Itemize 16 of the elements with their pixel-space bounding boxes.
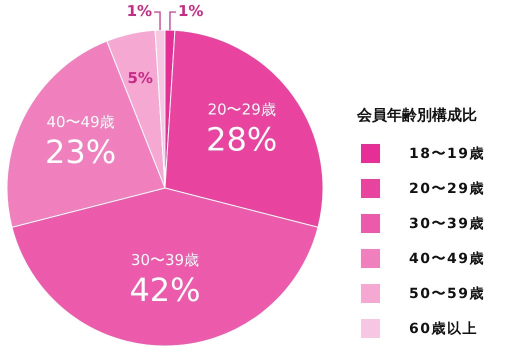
legend-label: 60歳以上 bbox=[409, 321, 478, 337]
slice-label: 20〜29歳 bbox=[208, 100, 276, 118]
legend-label: 30〜39歳 bbox=[409, 216, 485, 232]
legend-title: 会員年齢別構成比 bbox=[356, 106, 477, 124]
data-label: 42% bbox=[129, 270, 201, 309]
slice-label: 30〜39歳 bbox=[130, 250, 200, 269]
data-label: 1% bbox=[178, 2, 204, 20]
data-label: 23% bbox=[44, 132, 116, 171]
legend-label: 50〜59歳 bbox=[409, 286, 485, 302]
legend-label: 40〜49歳 bbox=[409, 251, 485, 267]
slice-label: 40〜49歳 bbox=[46, 112, 115, 131]
data-label: 5% bbox=[127, 68, 153, 87]
data-label: 28% bbox=[206, 120, 278, 158]
data-label: 1% bbox=[126, 2, 152, 20]
legend-label: 20〜29歳 bbox=[409, 181, 485, 197]
legend-label: 18〜19歳 bbox=[409, 146, 485, 162]
